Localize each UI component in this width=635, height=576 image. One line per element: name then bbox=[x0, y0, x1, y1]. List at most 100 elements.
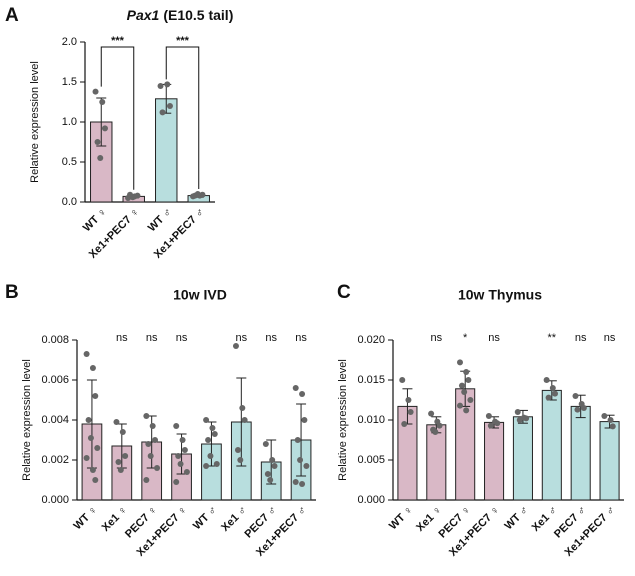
data-point bbox=[401, 421, 408, 427]
data-point bbox=[463, 369, 470, 375]
data-point bbox=[117, 467, 124, 473]
y-tick-label: 0.020 bbox=[357, 334, 385, 346]
data-point bbox=[601, 413, 608, 419]
data-point bbox=[292, 479, 299, 485]
data-point bbox=[89, 365, 96, 371]
gene-name: Pax1 bbox=[127, 7, 160, 23]
data-point bbox=[129, 194, 136, 201]
significance-label: ns bbox=[176, 332, 188, 344]
data-point bbox=[159, 109, 166, 116]
data-point bbox=[94, 139, 101, 145]
panel-letter: A bbox=[5, 5, 19, 26]
data-point bbox=[83, 455, 90, 461]
data-point bbox=[456, 402, 463, 409]
y-tick-label: 0.002 bbox=[41, 454, 69, 466]
data-point bbox=[85, 417, 92, 423]
chart-title: 10w Thymus bbox=[458, 287, 542, 303]
data-point bbox=[157, 83, 164, 89]
data-point bbox=[87, 435, 94, 441]
significance-label: ns bbox=[488, 332, 500, 344]
data-point bbox=[177, 461, 184, 467]
y-tick-label: 0.000 bbox=[357, 494, 385, 506]
x-tick-label: WT ♀ bbox=[387, 504, 416, 533]
data-point bbox=[181, 447, 188, 453]
data-point bbox=[516, 417, 523, 423]
data-point bbox=[143, 477, 150, 483]
x-tick-label: WT ♂ bbox=[503, 504, 532, 533]
data-point bbox=[149, 423, 156, 429]
data-point bbox=[241, 417, 248, 423]
data-point bbox=[203, 463, 210, 469]
data-point bbox=[199, 191, 206, 198]
y-tick-label: 2.0 bbox=[62, 36, 77, 48]
data-point bbox=[303, 463, 310, 469]
x-tick-label: WT ♂ bbox=[146, 206, 175, 235]
data-point bbox=[203, 417, 210, 423]
y-tick-label: 0.0 bbox=[62, 196, 77, 208]
data-point bbox=[543, 377, 550, 383]
data-point bbox=[552, 390, 559, 397]
data-point bbox=[297, 457, 304, 463]
data-point bbox=[173, 423, 180, 429]
data-point bbox=[183, 469, 190, 475]
y-tick-label: 0.008 bbox=[41, 334, 69, 346]
bar bbox=[570, 405, 591, 501]
x-tick-label: WT ♀ bbox=[81, 206, 110, 235]
data-point bbox=[574, 406, 581, 413]
significance-bracket bbox=[165, 46, 200, 189]
data-point bbox=[523, 415, 530, 422]
data-point bbox=[152, 437, 159, 443]
significance-label: ns bbox=[295, 332, 307, 344]
data-point bbox=[122, 453, 129, 459]
data-point bbox=[292, 385, 299, 391]
x-tick-label: WT ♂ bbox=[191, 504, 220, 533]
data-point bbox=[234, 447, 241, 453]
data-point bbox=[572, 393, 579, 399]
data-point bbox=[237, 457, 244, 463]
bar bbox=[155, 98, 178, 203]
y-axis-label: Relative expression level bbox=[29, 61, 41, 183]
data-point bbox=[145, 441, 152, 447]
data-point bbox=[205, 437, 212, 443]
bar bbox=[426, 424, 447, 501]
data-point bbox=[609, 423, 616, 430]
y-tick-label: 1.5 bbox=[62, 76, 77, 88]
significance-label: ns bbox=[575, 332, 587, 344]
data-point bbox=[194, 191, 201, 197]
data-point bbox=[485, 413, 492, 419]
data-point bbox=[428, 410, 435, 417]
data-point bbox=[267, 477, 274, 483]
data-point bbox=[545, 394, 552, 401]
data-point bbox=[239, 405, 246, 411]
data-point bbox=[407, 409, 414, 415]
chart-title: 10w IVD bbox=[173, 287, 227, 303]
data-point bbox=[463, 407, 470, 414]
data-point bbox=[580, 405, 587, 411]
data-point bbox=[456, 359, 463, 366]
chart-title: Pax1 (E10.5 tail) bbox=[127, 7, 234, 23]
data-point bbox=[97, 155, 104, 161]
y-tick-label: 0.004 bbox=[41, 414, 69, 426]
data-point bbox=[607, 417, 614, 423]
data-point bbox=[461, 389, 468, 395]
bar bbox=[599, 421, 620, 501]
data-point bbox=[294, 437, 301, 443]
data-point bbox=[211, 431, 218, 437]
data-point bbox=[436, 422, 443, 429]
significance-label: ns bbox=[146, 332, 158, 344]
y-axis-label: Relative expression level bbox=[337, 359, 349, 481]
data-point bbox=[467, 397, 474, 403]
data-point bbox=[147, 453, 154, 459]
y-tick-label: 0.006 bbox=[41, 374, 69, 386]
y-tick-label: 0.000 bbox=[41, 494, 69, 506]
data-point bbox=[269, 457, 276, 463]
data-point bbox=[232, 343, 239, 349]
y-tick-label: 0.015 bbox=[357, 374, 385, 386]
significance-label: ns bbox=[431, 332, 443, 344]
y-tick-label: 0.010 bbox=[357, 414, 385, 426]
data-point bbox=[92, 477, 99, 483]
significance-label: *** bbox=[176, 35, 190, 47]
y-axis-label: Relative expression level bbox=[21, 359, 33, 481]
panel-letter: C bbox=[337, 282, 351, 303]
